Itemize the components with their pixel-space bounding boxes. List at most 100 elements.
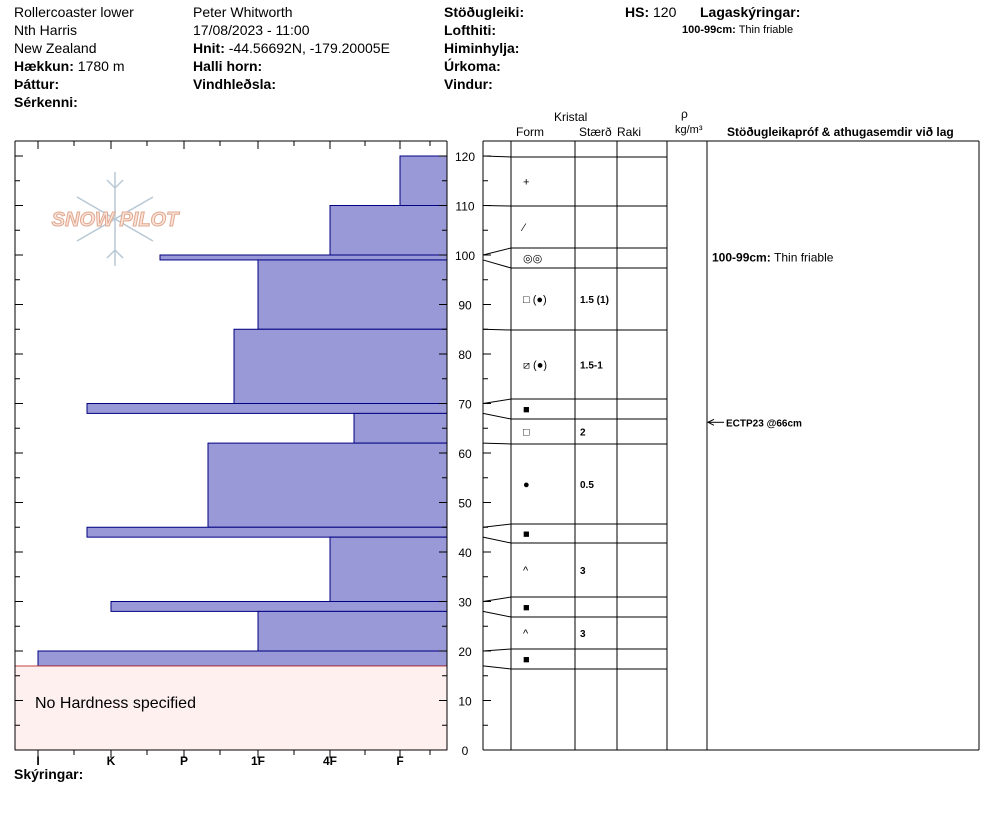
layer-boundary	[482, 442, 667, 445]
hardness-bar	[86, 403, 448, 414]
legend-label: Skýringar:	[14, 766, 84, 782]
y-tick-label: 110	[455, 200, 474, 214]
coordinates-field: Hnit: -44.56692N, -179.20005E	[193, 40, 390, 56]
y-tick-label: 30	[458, 596, 472, 610]
layer-boundary	[482, 205, 667, 207]
no-hardness-region	[14, 665, 448, 751]
layer-boundary	[482, 155, 667, 158]
layer-boundary	[482, 328, 667, 331]
y-tick-label: 90	[458, 299, 472, 313]
layer-boundary	[482, 665, 667, 670]
grain-form: ■	[523, 602, 530, 614]
hardness-bar	[37, 650, 448, 667]
features-label: Sérkenni:	[14, 94, 78, 110]
form-header: Form	[516, 125, 544, 139]
grain-size: 1.5-1	[580, 361, 603, 372]
hardness-bar	[329, 536, 448, 603]
layer-boundary	[482, 536, 667, 544]
y-tick-label: 100	[455, 249, 475, 263]
coordinates-label: Hnit:	[193, 40, 225, 56]
rho-header: ρ	[681, 107, 688, 121]
observation-datetime: 17/08/2023 - 11:00	[193, 22, 310, 38]
grain-size: 0.5	[580, 480, 594, 491]
layer-boundary	[482, 596, 667, 602]
hardness-bar	[159, 254, 448, 261]
hardness-bar	[399, 155, 448, 206]
snowpilot-logo: SNOW PILOT	[51, 172, 181, 266]
test-arrow-head	[706, 418, 715, 426]
location-region: Nth Harris	[14, 22, 78, 38]
layer-boundary	[482, 523, 667, 528]
stability-label: Stöðugleiki:	[444, 4, 525, 20]
grain-size: 3	[580, 629, 586, 640]
wind-label: Vindur:	[444, 76, 493, 92]
layer-notes-value: 100-99cm: Thin friable	[682, 24, 793, 36]
air-temp-label: Lofthiti:	[444, 22, 497, 38]
y-tick-label: 70	[458, 398, 472, 412]
y-tick-label: 40	[458, 546, 472, 560]
elevation-field: Hækkun: 1780 m	[14, 58, 125, 74]
hs-field: HS: 120	[625, 4, 676, 20]
grain-form: +	[523, 177, 529, 189]
y-tick-label: 0	[462, 744, 469, 758]
grain-size: 3	[580, 566, 586, 577]
hardness-bar	[329, 205, 448, 256]
hardness-bar	[233, 328, 448, 404]
grain-form: ⁄	[520, 222, 527, 234]
y-tick-label: 60	[458, 447, 472, 461]
x-tick-label: I	[36, 754, 39, 768]
layer-notes-text: Thin friable	[738, 24, 794, 36]
layer-boundary	[482, 648, 667, 652]
hardness-bar	[353, 412, 448, 444]
hs-label: HS:	[625, 4, 650, 20]
slope-label: Halli horn:	[193, 58, 263, 74]
elevation-label: Hækkun:	[14, 58, 74, 74]
grain-form: ■	[523, 654, 530, 666]
y-tick-label: 50	[458, 497, 472, 511]
coordinates-value: -44.56692N, -179.20005E	[228, 40, 390, 56]
x-tick-label: 1F	[251, 754, 265, 768]
hardness-bar	[207, 442, 448, 528]
grain-form: □ (●)	[523, 294, 547, 306]
aspect-label: Þáttur:	[14, 76, 60, 92]
grain-form: ●	[523, 479, 530, 491]
hs-value: 120	[653, 4, 677, 20]
grain-form: ^	[523, 565, 529, 577]
precip-label: Úrkoma:	[444, 58, 501, 74]
hardness-bar	[86, 526, 448, 538]
size-header: Stærð	[579, 125, 612, 139]
layer-boundary	[482, 398, 667, 404]
grain-size: 2	[580, 428, 586, 439]
grain-form: ⧄ (●)	[523, 360, 547, 372]
no-hardness-text: No Hardness specified	[35, 695, 196, 712]
y-tick-label: 80	[458, 348, 472, 362]
grain-size: 1.5 (1)	[580, 295, 609, 306]
location-country: New Zealand	[14, 40, 97, 56]
y-tick-label: 120	[455, 150, 475, 164]
layer-notes-label: Lagaskýringar:	[700, 4, 801, 20]
layer-boundary	[482, 412, 667, 420]
layer-boundary	[482, 247, 667, 256]
grain-form: ■	[523, 529, 530, 541]
location-name: Rollercoaster lower	[14, 4, 134, 20]
grain-form: ^	[523, 628, 529, 640]
layer-boundary	[482, 610, 667, 618]
elevation-value: 1780 m	[77, 58, 125, 74]
hardness-bar	[110, 601, 448, 612]
y-tick-label: 10	[458, 695, 472, 709]
observer-name: Peter Whitworth	[193, 4, 293, 20]
hardness-bar	[257, 259, 448, 330]
x-tick-label: K	[107, 754, 116, 768]
density-unit-header: kg/m³	[675, 124, 703, 136]
hardness-bar	[257, 610, 448, 652]
x-tick-label: 4F	[323, 754, 337, 768]
stability-test: ECTP23 @66cm	[726, 418, 802, 429]
crystal-header: Kristal	[554, 110, 588, 124]
grain-form: ■	[523, 404, 530, 416]
x-tick-label: F	[396, 754, 403, 768]
sky-label: Himinhylja:	[444, 40, 520, 56]
wind-loading-label: Vindhleðsla:	[193, 76, 276, 92]
y-tick-label: 20	[458, 645, 472, 659]
x-tick-label: P	[180, 754, 188, 768]
